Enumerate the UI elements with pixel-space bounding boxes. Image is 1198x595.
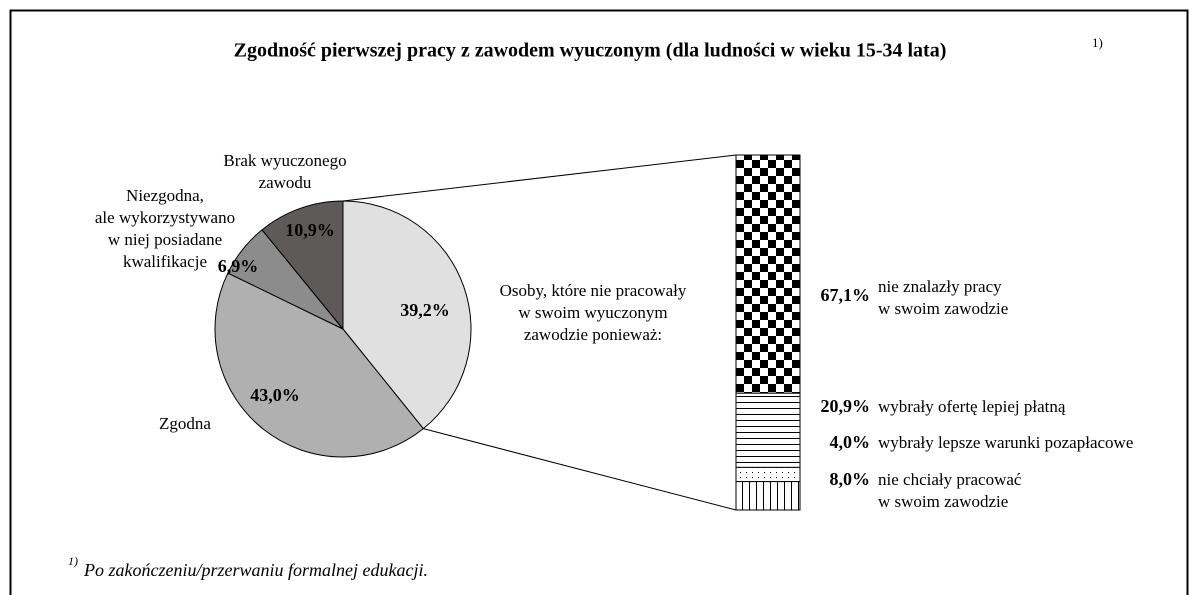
slice-label: Zgodna — [159, 414, 211, 433]
bar-label: nie znalazły pracy — [878, 277, 1002, 296]
bar-value-label: 20,9% — [821, 396, 871, 416]
slice-label: w swoim wyuczonym — [518, 303, 667, 322]
slice-value-label: 39,2% — [400, 300, 450, 320]
connector — [342, 154, 737, 202]
bar-label: wybrały lepsze warunki pozapłacowe — [878, 433, 1133, 452]
pie-slice — [342, 200, 472, 430]
pie-slice — [214, 272, 425, 458]
pie-slice — [261, 200, 344, 331]
slice-label: zawodzie ponieważ: — [524, 325, 662, 344]
bar-value-label: 8,0% — [830, 469, 871, 489]
footnote-marker: 1) — [68, 554, 78, 568]
slice-label: Brak wyuczonego — [223, 151, 346, 170]
bar-label: nie chciały pracować — [878, 470, 1022, 489]
title-note: 1) — [1092, 35, 1103, 50]
slice-label: zawodu — [259, 173, 312, 192]
connector — [423, 428, 737, 511]
bar-label: w swoim zawodzie — [878, 299, 1008, 318]
bar-segment — [735, 392, 801, 468]
bar-label: wybrały ofertę lepiej płatną — [878, 397, 1066, 416]
slice-value-label: 6,9% — [218, 256, 259, 276]
bar-label: w swoim zawodzie — [878, 492, 1008, 511]
slice-value-label: 10,9% — [285, 220, 335, 240]
bar-segment — [735, 466, 801, 483]
bar-value-label: 4,0% — [830, 432, 871, 452]
frame — [9, 9, 1189, 595]
footnote: Po zakończeniu/przerwaniu formalnej eduk… — [83, 560, 428, 580]
slice-label: Niezgodna, — [126, 186, 204, 205]
slice-label: ale wykorzystywano — [95, 208, 235, 227]
slice-label: Osoby, które nie pracowały — [500, 281, 687, 300]
bar-segment — [735, 154, 801, 394]
slice-label: w niej posiadane — [108, 230, 222, 249]
slice-value-label: 43,0% — [250, 385, 300, 405]
bar-value-label: 67,1% — [821, 285, 871, 305]
slice-label: kwalifikacje — [123, 252, 207, 271]
bar-segment — [735, 481, 801, 511]
chart-title: Zgodność pierwszej pracy z zawodem wyucz… — [234, 40, 947, 62]
